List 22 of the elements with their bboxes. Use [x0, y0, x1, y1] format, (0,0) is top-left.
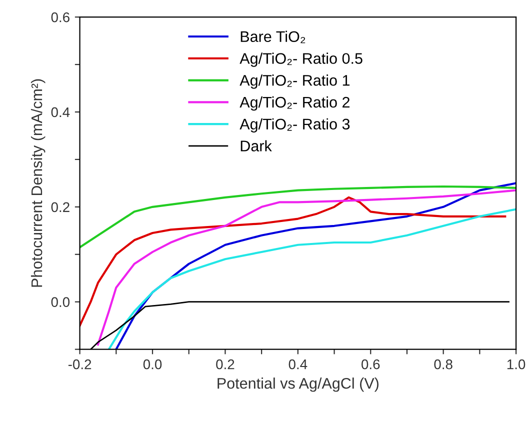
line-series: [80, 185, 516, 248]
x-tick-label: 0.6: [362, 359, 380, 370]
legend-label: Dark: [240, 140, 272, 152]
legend-label: Ag/TiO₂- Ratio 3: [240, 118, 350, 133]
legend-label: Ag/TiO₂- Ratio 2: [240, 96, 350, 111]
legend-label: Ag/TiO₂- Ratio 0.5: [240, 52, 362, 67]
legend-label: Bare TiO₂: [240, 30, 306, 44]
x-axis-title: Potential vs Ag/AgCl (V): [218, 378, 378, 392]
y-axis-title: Photocurrent Density (mA/cm²): [30, 79, 46, 287]
y-tick-label: 0.2: [51, 202, 70, 212]
x-tick-label: 0.4: [288, 359, 308, 370]
y-tick-label: 0.4: [51, 107, 70, 118]
x-tick-label: 0.0: [143, 359, 162, 370]
y-tick-label: 0.6: [51, 12, 70, 22]
x-tick-label: 0.8: [434, 359, 452, 370]
line-series: [108, 208, 516, 350]
x-tick-label: -0.2: [68, 359, 92, 370]
line-series: [80, 196, 506, 327]
x-tick-label: 0.2: [216, 359, 234, 370]
x-tick-label: 1.0: [507, 359, 526, 370]
legend-label: Ag/TiO₂- Ratio 1: [240, 74, 350, 89]
y-tick-label: 0.0: [51, 297, 70, 308]
